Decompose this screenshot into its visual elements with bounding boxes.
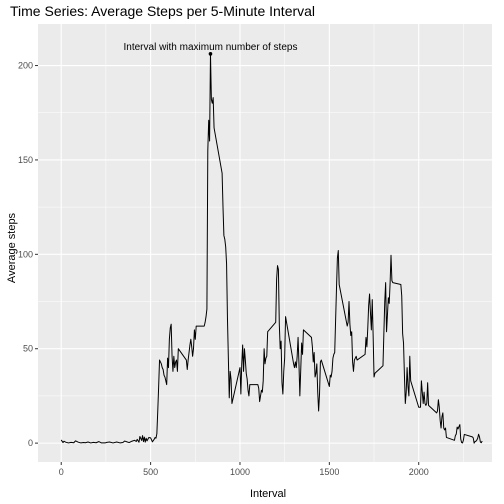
- y-tick-label: 0: [28, 438, 33, 448]
- y-tick-label: 150: [18, 155, 33, 165]
- series-line: [60, 53, 483, 444]
- grid: [38, 24, 492, 462]
- x-tick-label: 500: [143, 467, 158, 477]
- y-tick-label: 100: [18, 249, 33, 259]
- max-point-marker: [208, 52, 213, 56]
- axis-ticks: 0 500 1000 1500 2000 0 50 100 150 200: [18, 61, 429, 477]
- y-tick-label: 50: [23, 344, 33, 354]
- x-tick-label: 2000: [409, 467, 429, 477]
- x-tick-label: 0: [59, 467, 64, 477]
- y-axis-label: Average steps: [6, 212, 18, 283]
- x-tick-label: 1500: [319, 467, 339, 477]
- x-axis-label: Interval: [250, 488, 286, 500]
- max-annotation: Interval with maximum number of steps: [124, 42, 298, 53]
- y-tick-label: 200: [18, 61, 33, 71]
- plot-panel: [38, 24, 492, 462]
- x-tick-label: 1000: [230, 467, 250, 477]
- chart-title: Time Series: Average Steps per 5-Minute …: [10, 3, 315, 19]
